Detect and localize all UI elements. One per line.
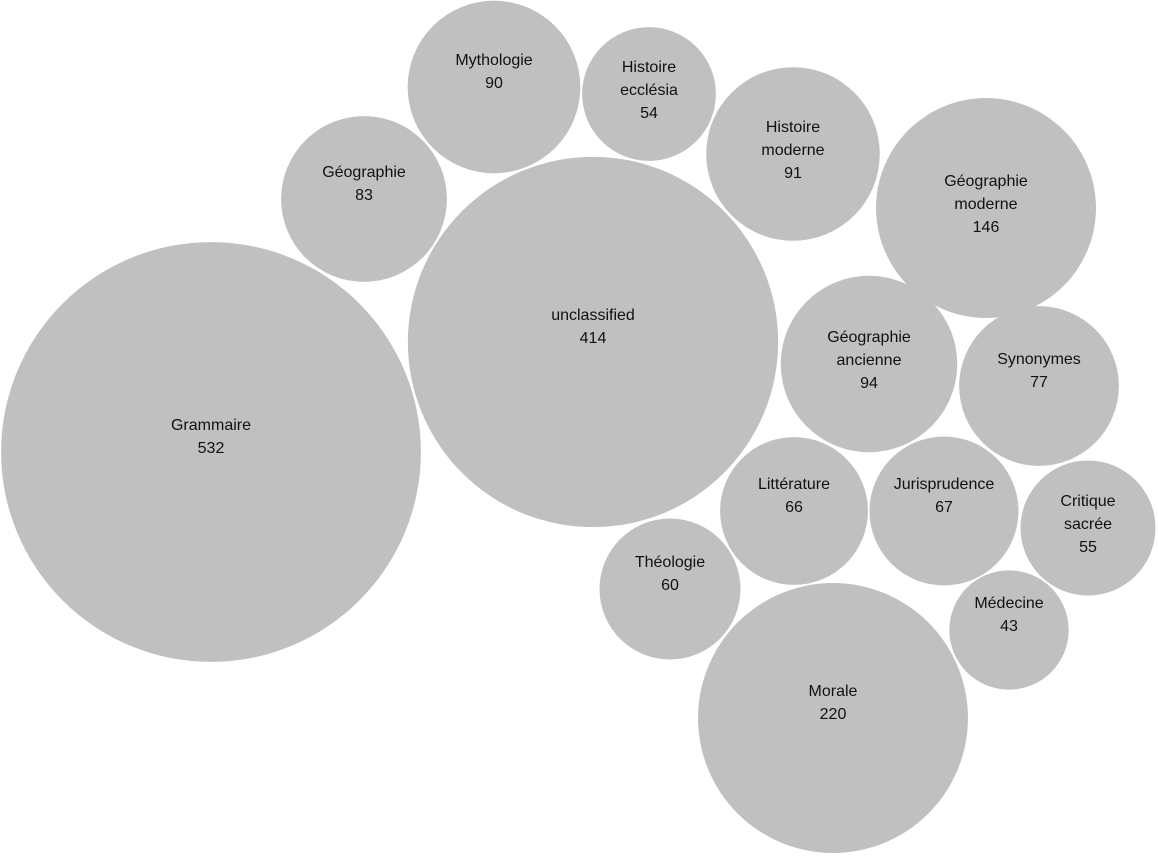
- bubble-label: Critique sacrée: [1060, 493, 1115, 533]
- bubble-label: Histoire ecclésia: [620, 59, 678, 99]
- bubble-value: 67: [935, 499, 953, 516]
- bubble-value: 60: [661, 577, 679, 594]
- bubble: [407, 0, 581, 174]
- bubble-value: 414: [580, 330, 607, 347]
- bubble: [869, 436, 1019, 586]
- bubble-label: unclassified: [551, 307, 635, 324]
- bubble-label: Histoire moderne: [761, 119, 824, 159]
- bubble-value: 66: [785, 499, 803, 516]
- bubble-label: Géographie ancienne: [827, 329, 911, 369]
- bubble-label: Géographie moderne: [944, 173, 1028, 213]
- bubble: [281, 116, 447, 282]
- bubble-value: 83: [355, 187, 373, 204]
- bubble: [780, 275, 958, 453]
- bubble-value: 43: [1000, 618, 1018, 635]
- bubble-value: 91: [784, 165, 802, 182]
- bubble-value: 90: [485, 75, 503, 92]
- bubble-label: Mythologie: [455, 52, 532, 69]
- bubble: [599, 518, 741, 660]
- bubble-label: Littérature: [758, 476, 830, 493]
- bubble-label: Médecine: [974, 595, 1043, 612]
- bubble-value: 54: [640, 105, 658, 122]
- bubble: [706, 67, 880, 241]
- bubble-value: 220: [820, 706, 847, 723]
- bubble: [407, 156, 779, 528]
- bubble-label: Morale: [809, 683, 858, 700]
- bubble-value: 55: [1079, 539, 1097, 556]
- bubble-label: Synonymes: [997, 351, 1081, 368]
- bubble-label: Théologie: [635, 554, 705, 571]
- bubble: [959, 306, 1119, 466]
- bubble: [582, 27, 716, 161]
- bubble: [876, 98, 1096, 318]
- bubble-label: Géographie: [322, 164, 406, 181]
- bubble-value: 77: [1030, 374, 1048, 391]
- bubble-label: Jurisprudence: [894, 476, 995, 493]
- bubble: [1020, 460, 1156, 596]
- bubble: [949, 570, 1069, 690]
- bubble: [720, 437, 868, 585]
- bubble-value: 532: [198, 440, 225, 457]
- bubble: [698, 583, 968, 853]
- bubble-label: Grammaire: [171, 417, 251, 434]
- bubble-value: 94: [860, 375, 878, 392]
- bubble: [1, 242, 421, 662]
- bubble-value: 146: [973, 219, 1000, 236]
